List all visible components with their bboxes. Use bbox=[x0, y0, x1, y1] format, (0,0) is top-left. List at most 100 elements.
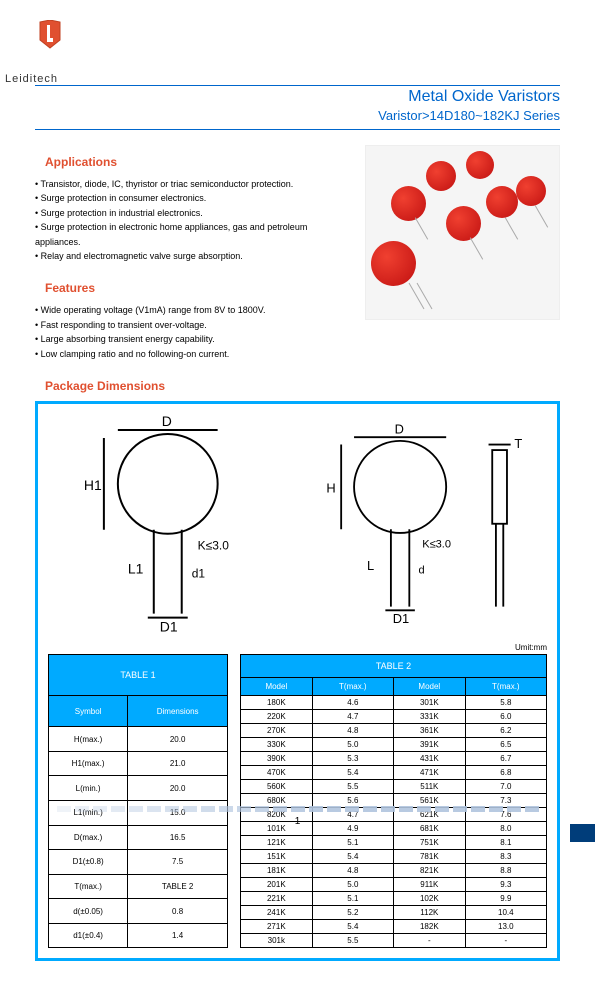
svg-text:d1: d1 bbox=[192, 567, 206, 581]
cell: T(max.) bbox=[49, 874, 128, 899]
cell: d(±0.05) bbox=[49, 899, 128, 924]
cell: 751K bbox=[393, 836, 465, 850]
list-item: Surge protection in consumer electronics… bbox=[35, 191, 345, 205]
cell: 911K bbox=[393, 878, 465, 892]
cell: 6.8 bbox=[465, 766, 546, 780]
cell: 5.2 bbox=[312, 906, 393, 920]
cell: 361K bbox=[393, 724, 465, 738]
t2-header: Model bbox=[393, 678, 465, 696]
list-item: Large absorbing transient energy capabil… bbox=[35, 332, 345, 346]
cell: 13.0 bbox=[465, 920, 546, 934]
applications-list: Transistor, diode, IC, thyristor or tria… bbox=[35, 177, 345, 263]
cell: 8.3 bbox=[465, 850, 546, 864]
svg-text:K≤3.0: K≤3.0 bbox=[198, 539, 230, 553]
footer-decoration bbox=[0, 806, 595, 812]
cell: 221K bbox=[241, 892, 313, 906]
cell: 0.8 bbox=[128, 899, 228, 924]
svg-text:L1: L1 bbox=[128, 561, 144, 577]
cell: 471K bbox=[393, 766, 465, 780]
t2-header: T(max.) bbox=[312, 678, 393, 696]
title-rule bbox=[35, 129, 560, 130]
svg-text:K≤3.0: K≤3.0 bbox=[422, 539, 451, 551]
cell: 16.5 bbox=[128, 825, 228, 850]
cell: 271K bbox=[241, 920, 313, 934]
cell: 9.9 bbox=[465, 892, 546, 906]
cell: 5.5 bbox=[312, 780, 393, 794]
cell: 102K bbox=[393, 892, 465, 906]
cell: 301K bbox=[393, 696, 465, 710]
svg-text:H: H bbox=[326, 480, 335, 495]
unit-label: Umit:mm bbox=[48, 643, 547, 652]
cell: D1(±0.8) bbox=[49, 850, 128, 875]
cell: 511K bbox=[393, 780, 465, 794]
cell: 431K bbox=[393, 752, 465, 766]
cell: D(max.) bbox=[49, 825, 128, 850]
cell: 7.0 bbox=[465, 780, 546, 794]
cell: 391K bbox=[393, 738, 465, 752]
cell: 5.4 bbox=[312, 920, 393, 934]
corner-mark bbox=[570, 824, 595, 842]
cell: 5.5 bbox=[312, 934, 393, 948]
table-2: TABLE 2 ModelT(max.)ModelT(max.) 180K4.6… bbox=[240, 654, 547, 948]
brand-name: Leiditech bbox=[5, 73, 560, 85]
svg-text:H1: H1 bbox=[84, 477, 102, 493]
cell: 270K bbox=[241, 724, 313, 738]
svg-text:D: D bbox=[162, 414, 172, 429]
cell: - bbox=[465, 934, 546, 948]
cell: 5.1 bbox=[312, 892, 393, 906]
cell: 20.0 bbox=[128, 776, 228, 801]
list-item: Relay and electromagnetic valve surge ab… bbox=[35, 249, 345, 263]
svg-text:D: D bbox=[394, 421, 403, 436]
cell: 6.0 bbox=[465, 710, 546, 724]
cell: 6.2 bbox=[465, 724, 546, 738]
cell: 21.0 bbox=[128, 751, 228, 776]
list-item: Surge protection in electronic home appl… bbox=[35, 220, 345, 249]
cell: 4.7 bbox=[312, 710, 393, 724]
table-1: TABLE 1 SymbolDimensions H(max.)20.0H1(m… bbox=[48, 654, 228, 948]
cell: 5.4 bbox=[312, 850, 393, 864]
cell: 182K bbox=[393, 920, 465, 934]
cell: 112K bbox=[393, 906, 465, 920]
list-item: Wide operating voltage (V1mA) range from… bbox=[35, 303, 345, 317]
cell: 5.0 bbox=[312, 738, 393, 752]
doc-subtitle: Varistor>14D180~182KJ Series bbox=[35, 108, 560, 125]
t2-header: Model bbox=[241, 678, 313, 696]
features-list: Wide operating voltage (V1mA) range from… bbox=[35, 303, 345, 361]
cell: 20.0 bbox=[128, 727, 228, 752]
page-number: 1 bbox=[0, 816, 595, 827]
cell: 6.7 bbox=[465, 752, 546, 766]
cell: 4.6 bbox=[312, 696, 393, 710]
cell: 5.4 bbox=[312, 766, 393, 780]
package-box: D H1 L1 K≤3.0 d1 D1 D H L K≤3.0 d D1 bbox=[35, 401, 560, 962]
list-item: Transistor, diode, IC, thyristor or tria… bbox=[35, 177, 345, 191]
svg-text:T: T bbox=[514, 436, 522, 451]
cell: H(max.) bbox=[49, 727, 128, 752]
cell: 8.1 bbox=[465, 836, 546, 850]
cell: 7.5 bbox=[128, 850, 228, 875]
cell: 5.3 bbox=[312, 752, 393, 766]
cell: 5.0 bbox=[312, 878, 393, 892]
product-photo bbox=[365, 145, 560, 320]
package-diagrams: D H1 L1 K≤3.0 d1 D1 D H L K≤3.0 d D1 bbox=[48, 414, 547, 634]
cell: 5.8 bbox=[465, 696, 546, 710]
t1-col2: Dimensions bbox=[128, 695, 228, 727]
cell: 781K bbox=[393, 850, 465, 864]
cell: 1.4 bbox=[128, 923, 228, 948]
pkg-heading: Package Dimensions bbox=[45, 379, 560, 393]
cell: 8.8 bbox=[465, 864, 546, 878]
diagram-side: D H L K≤3.0 d D1 T bbox=[308, 414, 548, 634]
diagram-front: D H1 L1 K≤3.0 d1 D1 bbox=[48, 414, 288, 634]
table2-title: TABLE 2 bbox=[241, 655, 547, 678]
cell: L(min.) bbox=[49, 776, 128, 801]
cell: H1(max.) bbox=[49, 751, 128, 776]
cell: 4.8 bbox=[312, 864, 393, 878]
list-item: Surge protection in industrial electroni… bbox=[35, 206, 345, 220]
brand-logo-icon bbox=[35, 20, 65, 55]
cell: d1(±0.4) bbox=[49, 923, 128, 948]
cell: 201K bbox=[241, 878, 313, 892]
cell: 6.5 bbox=[465, 738, 546, 752]
features-heading: Features bbox=[45, 281, 345, 295]
applications-heading: Applications bbox=[45, 155, 345, 169]
cell: 220K bbox=[241, 710, 313, 724]
svg-text:D1: D1 bbox=[392, 611, 408, 626]
